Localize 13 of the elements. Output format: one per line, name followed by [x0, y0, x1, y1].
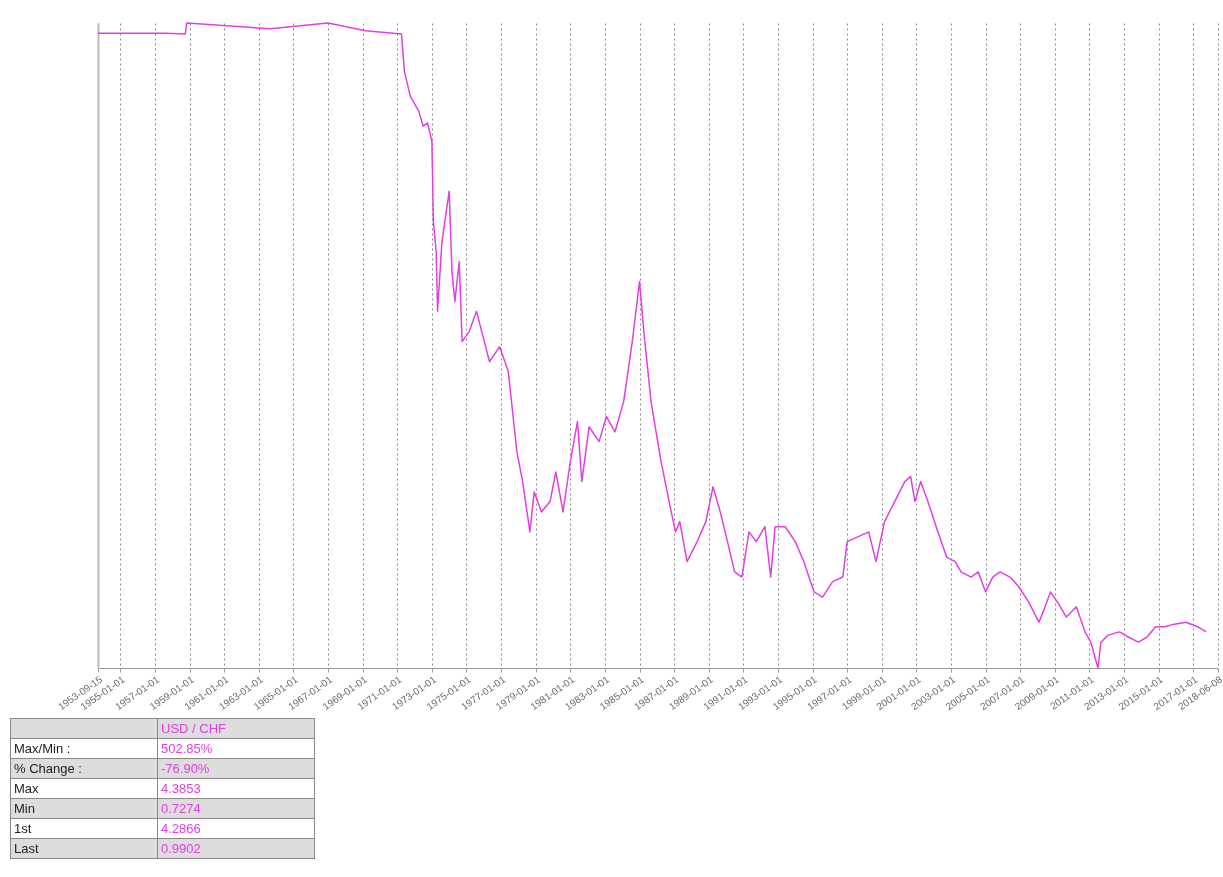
text: 4.3853: [157, 778, 315, 799]
text: 0.9902: [157, 838, 315, 859]
text: 502.85%: [157, 738, 315, 759]
text: -76.90%: [157, 758, 315, 779]
text: Max: [10, 778, 158, 799]
text: 1st: [10, 818, 158, 839]
text: 0.7274: [157, 798, 315, 819]
text: Min: [10, 798, 158, 819]
text: Max/Min :: [10, 738, 158, 759]
text: % Change :: [10, 758, 158, 779]
text: Last: [10, 838, 158, 859]
text: 4.2866: [157, 818, 315, 839]
text: USD / CHF: [157, 718, 315, 739]
